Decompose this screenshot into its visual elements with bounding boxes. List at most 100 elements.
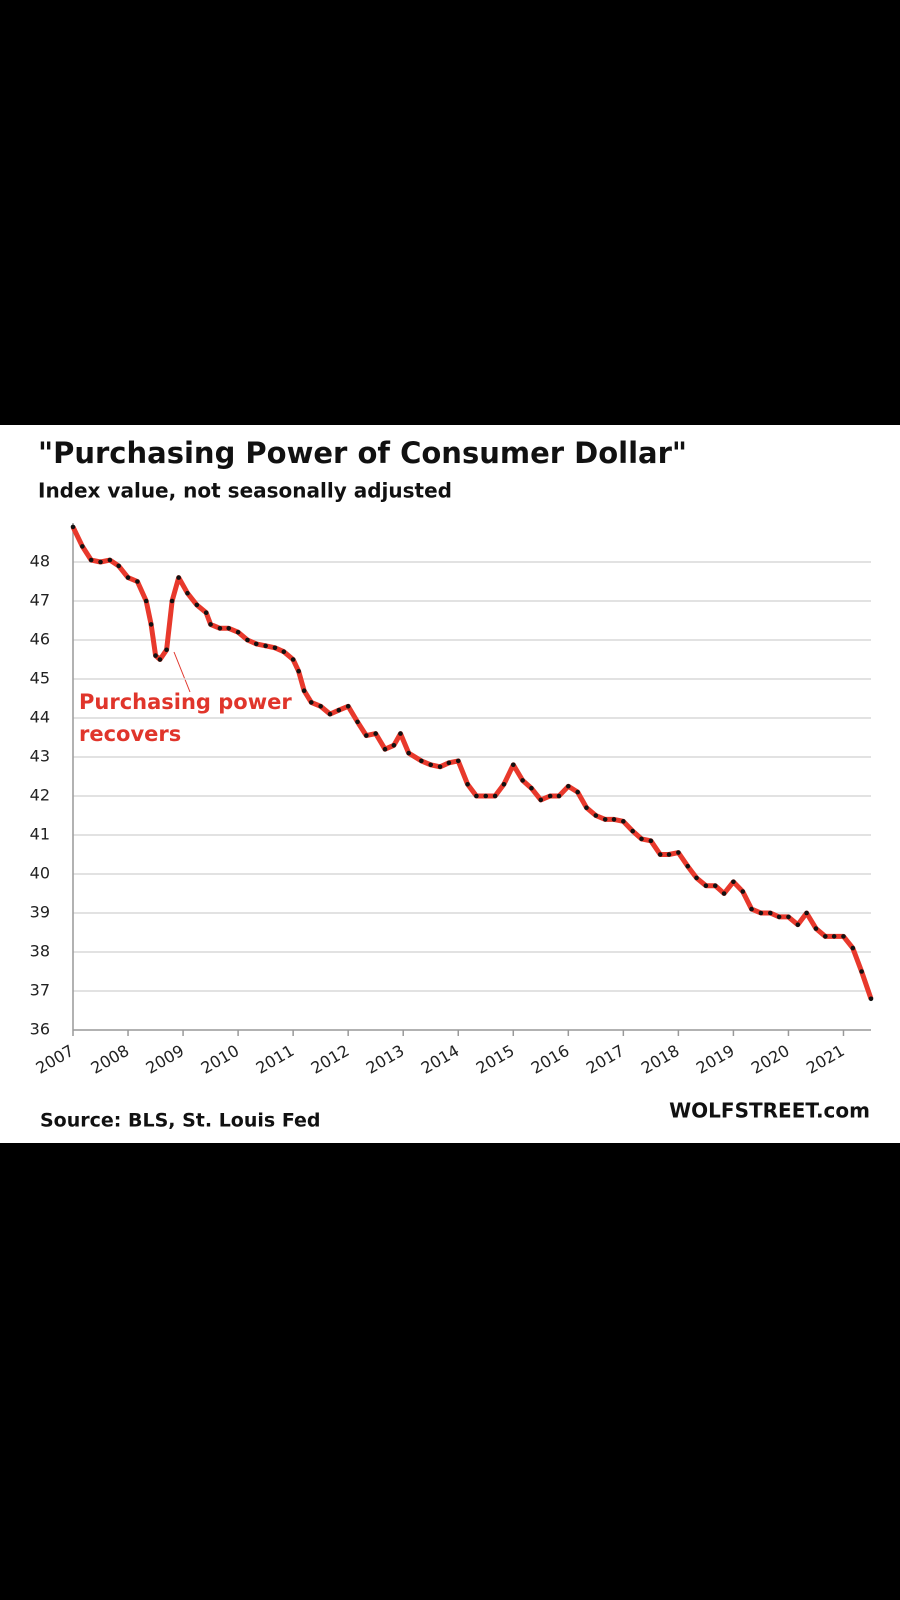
data-point [428, 762, 434, 768]
data-point [318, 704, 323, 709]
data-point [125, 575, 131, 580]
data-point [148, 622, 154, 627]
data-point [217, 626, 223, 631]
data-point [164, 647, 169, 653]
data-point [712, 883, 718, 888]
data-point [263, 643, 268, 649]
data-point [98, 559, 103, 565]
y-tick-label: 42 [30, 786, 50, 805]
data-point [510, 762, 516, 768]
data-point [602, 817, 608, 822]
data-point [157, 657, 163, 662]
data-point [795, 922, 801, 927]
data-point [868, 996, 874, 1002]
data-point [296, 668, 301, 674]
data-point [474, 793, 479, 799]
data-point [116, 563, 121, 569]
data-point [80, 544, 85, 549]
annotation: Purchasing power [79, 690, 292, 714]
data-line [70, 525, 874, 1000]
data-point [758, 910, 764, 916]
data-point [841, 934, 846, 939]
data-point [767, 910, 773, 916]
data-point [501, 782, 507, 787]
y-tick-label: 39 [30, 903, 50, 922]
data-point [740, 889, 746, 894]
annotation-pointer [173, 651, 191, 693]
data-point [176, 575, 181, 580]
data-point [355, 719, 360, 725]
data-point [556, 793, 562, 799]
data-point [823, 934, 828, 939]
y-tick-label: 44 [30, 708, 50, 727]
data-point [657, 852, 663, 857]
y-tick-label: 37 [30, 981, 50, 1000]
data-point [483, 793, 489, 799]
data-point [185, 590, 190, 596]
data-point [455, 758, 461, 764]
data-point [235, 629, 241, 635]
data-point [135, 579, 140, 584]
data-point [813, 926, 819, 931]
y-tick-label: 36 [30, 1020, 50, 1039]
y-tick-label: 40 [30, 864, 50, 883]
data-point [88, 557, 94, 563]
y-tick-label: 46 [30, 630, 50, 649]
data-point [419, 758, 424, 764]
data-point [566, 783, 571, 789]
data-point [575, 789, 580, 795]
data-point [107, 557, 113, 563]
data-point [398, 731, 403, 736]
data-point [327, 711, 333, 717]
data-point [203, 610, 209, 615]
data-point [194, 602, 200, 608]
data-point [169, 598, 175, 604]
source: Source: BLS, St. Louis Fed [40, 1110, 321, 1132]
data-point [446, 760, 452, 766]
data-point [281, 649, 287, 654]
y-tick-label: 43 [30, 747, 50, 766]
data-point [226, 626, 232, 631]
data-point [584, 805, 589, 810]
brand: WOLFSTREET.com [669, 1099, 870, 1123]
data-point [437, 764, 443, 770]
data-point [776, 914, 782, 920]
y-tick-label: 48 [30, 552, 50, 571]
data-point [208, 622, 213, 627]
data-point [245, 637, 250, 643]
data-point [731, 879, 736, 885]
y-tick-label: 47 [30, 591, 50, 610]
data-point [547, 793, 553, 799]
data-point [749, 906, 754, 912]
chart-background [0, 425, 900, 1143]
data-point [290, 657, 296, 662]
data-point [685, 863, 691, 869]
data-point [373, 731, 378, 736]
y-tick-label: 41 [30, 825, 50, 844]
data-point [520, 778, 525, 783]
data-point [630, 828, 636, 834]
data-point [639, 836, 644, 842]
data-point [611, 817, 617, 822]
y-tick-label: 38 [30, 942, 50, 961]
data-point [694, 875, 699, 881]
data-point [529, 785, 534, 791]
data-point [593, 813, 599, 818]
data-point [336, 707, 342, 713]
data-point [859, 969, 864, 974]
data-point [804, 910, 809, 916]
data-point [143, 598, 149, 604]
data-point [70, 524, 76, 530]
data-point [538, 797, 544, 803]
data-point [391, 743, 397, 748]
data-point [153, 653, 158, 658]
data-point [786, 914, 791, 920]
data-point [308, 700, 314, 705]
data-point [406, 750, 412, 756]
chart-subtitle: Index value, not seasonally adjusted [38, 479, 452, 503]
data-point [721, 891, 727, 896]
annotation: recovers [79, 722, 181, 746]
data-point [850, 945, 856, 951]
